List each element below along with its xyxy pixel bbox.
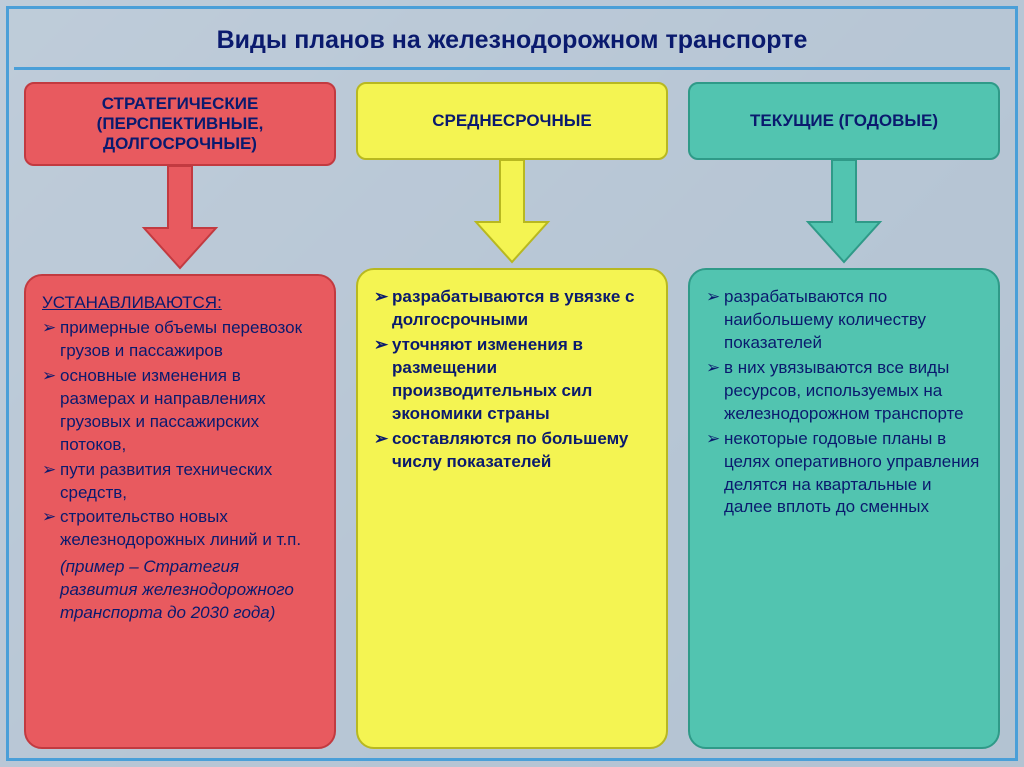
arrow-strategic: [24, 166, 336, 274]
content-strategic-heading: УСТАНАВЛИВАЮТСЯ:: [42, 292, 318, 315]
arrow-down-icon: [472, 160, 552, 264]
page-title: Виды планов на железнодорожном транспорт…: [217, 26, 808, 54]
arrow-shape: [476, 160, 548, 262]
column-midterm: СРЕДНЕСРОЧНЫЕ разрабатываются в увязке с…: [356, 82, 668, 749]
content-midterm: разрабатываются в увязке с долгосрочными…: [356, 268, 668, 749]
arrow-down-icon: [804, 160, 884, 264]
content-strategic: УСТАНАВЛИВАЮТСЯ: примерные объемы перево…: [24, 274, 336, 749]
arrow-down-icon: [140, 166, 220, 270]
list-item: составляются по большему числу показател…: [374, 428, 650, 474]
list-item: основные изменения в размерах и направле…: [42, 365, 318, 457]
header-midterm-label: СРЕДНЕСРОЧНЫЕ: [432, 111, 592, 131]
arrow-shape: [808, 160, 880, 262]
list-item: разрабатываются по наибольшему количеств…: [706, 286, 982, 355]
header-current: ТЕКУЩИЕ (ГОДОВЫЕ): [688, 82, 1000, 160]
arrow-current: [688, 160, 1000, 268]
content-strategic-footnote: (пример – Стратегия развития железнодоро…: [42, 556, 318, 625]
header-strategic-label: СТРАТЕГИЧЕСКИЕ (ПЕРСПЕКТИВНЫЕ, ДОЛГОСРОЧ…: [34, 94, 326, 154]
list-item: пути развития технических средств,: [42, 459, 318, 505]
list-item: разрабатываются в увязке с долгосрочными: [374, 286, 650, 332]
arrow-shape: [144, 166, 216, 268]
columns-container: СТРАТЕГИЧЕСКИЕ (ПЕРСПЕКТИВНЫЕ, ДОЛГОСРОЧ…: [24, 82, 1000, 749]
content-strategic-list: примерные объемы перевозок грузов и пасс…: [42, 317, 318, 552]
header-current-label: ТЕКУЩИЕ (ГОДОВЫЕ): [750, 111, 938, 131]
list-item: некоторые годовые планы в целях оператив…: [706, 428, 982, 520]
list-item: строительство новых железнодорожных лини…: [42, 506, 318, 552]
content-current: разрабатываются по наибольшему количеств…: [688, 268, 1000, 749]
column-current: ТЕКУЩИЕ (ГОДОВЫЕ) разрабатываются по наи…: [688, 82, 1000, 749]
column-strategic: СТРАТЕГИЧЕСКИЕ (ПЕРСПЕКТИВНЫЕ, ДОЛГОСРОЧ…: [24, 82, 336, 749]
title-bar: Виды планов на железнодорожном транспорт…: [14, 18, 1010, 70]
list-item: в них увязываются все виды ресурсов, исп…: [706, 357, 982, 426]
list-item: примерные объемы перевозок грузов и пасс…: [42, 317, 318, 363]
content-current-list: разрабатываются по наибольшему количеств…: [706, 286, 982, 519]
header-strategic: СТРАТЕГИЧЕСКИЕ (ПЕРСПЕКТИВНЫЕ, ДОЛГОСРОЧ…: [24, 82, 336, 166]
content-midterm-list: разрабатываются в увязке с долгосрочными…: [374, 286, 650, 474]
header-midterm: СРЕДНЕСРОЧНЫЕ: [356, 82, 668, 160]
list-item: уточняют изменения в размещении производ…: [374, 334, 650, 426]
arrow-midterm: [356, 160, 668, 268]
